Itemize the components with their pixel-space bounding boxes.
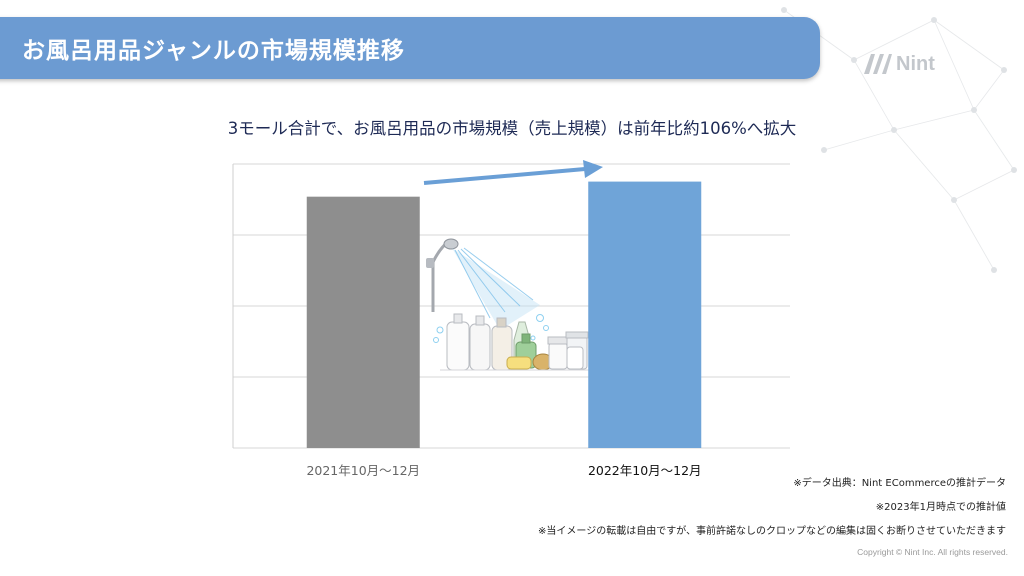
bar-2: [588, 181, 702, 448]
chart-bars: [306, 181, 702, 448]
x-tick-label: 2021年10月～12月: [306, 463, 420, 478]
note-estimate-date: ※2023年1月時点での推計値: [875, 502, 1006, 513]
x-axis-labels: 2021年10月～12月 2022年10月～12月: [306, 463, 701, 478]
growth-arrow-icon: [423, 160, 603, 185]
copyright: Copyright © Nint Inc. All rights reserve…: [857, 547, 1008, 557]
chart-headline: 3モール合計で、お風呂用品の市場規模（売上規模）は前年比約106%へ拡大: [227, 119, 797, 138]
page-title: お風呂用品ジャンルの市場規模推移: [22, 38, 405, 64]
network-pattern-icon: [781, 7, 1017, 273]
nint-logo-icon: [864, 54, 892, 74]
note-source: ※データ出典：Nint ECommerceの推計データ: [793, 478, 1006, 489]
x-tick-label: 2022年10月～12月: [588, 463, 702, 478]
footnotes: ※データ出典：Nint ECommerceの推計データ ※2023年1月時点での…: [538, 474, 1006, 546]
bar-1: [306, 196, 420, 448]
note-usage-policy: ※当イメージの転載は自由ですが、事前許諾なしのクロップなどの編集は固くお断りさせ…: [538, 526, 1006, 537]
logo-text: Nint: [896, 52, 935, 75]
nint-logo: Nint: [862, 50, 935, 78]
bath-products-illustration: [426, 238, 590, 371]
title-banner: お風呂用品ジャンルの市場規模推移: [0, 17, 820, 79]
